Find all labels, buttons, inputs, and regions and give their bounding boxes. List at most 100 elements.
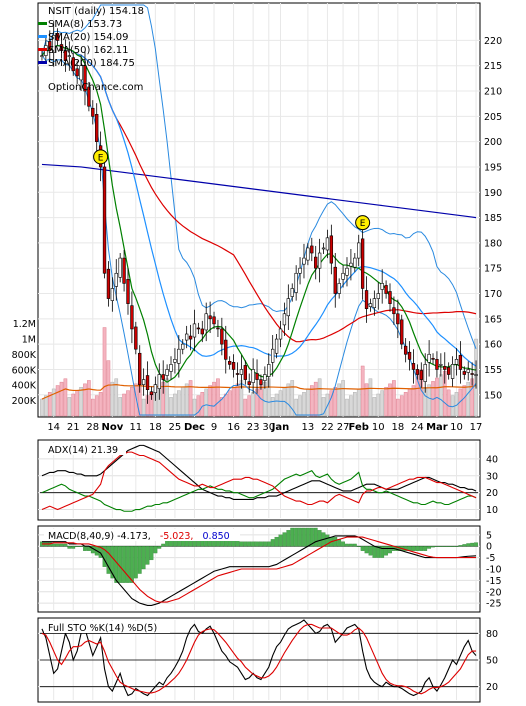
candle (149, 386, 154, 400)
macd-histogram-bar (51, 543, 56, 547)
volume-bar (411, 385, 416, 417)
candle (102, 161, 107, 279)
candle (122, 249, 126, 292)
volume-bar (216, 378, 220, 417)
date-tick-label: 22 (321, 422, 334, 433)
date-tick-label: 10 (372, 422, 385, 433)
macd-histogram-bar (360, 546, 365, 551)
macd-lines (41, 535, 477, 606)
volume-bar (40, 398, 44, 417)
date-tick-label: Mar (426, 422, 448, 433)
candle (173, 348, 177, 374)
panel-tick-label: -20 (486, 587, 502, 598)
volume-bar (247, 395, 252, 417)
volume-bar (372, 397, 377, 417)
volume-bar (196, 395, 201, 417)
volume-bar (200, 392, 205, 417)
macd-histogram-bar (266, 541, 271, 547)
macd-histogram-bar (129, 546, 134, 583)
macd-histogram-bar (137, 546, 142, 574)
stochastic-lines (41, 619, 477, 697)
date-tick-label: Jan (271, 422, 290, 433)
adx-panel: 40 30 20 10 ADX(14) 21.39 (37, 439, 498, 521)
candle (59, 36, 64, 59)
volume-bar (399, 395, 404, 417)
candle (169, 356, 173, 380)
candle (290, 283, 294, 302)
volume-bar (231, 386, 236, 417)
volume-bar (345, 398, 349, 417)
candle (79, 54, 83, 92)
volume-bar (173, 393, 177, 417)
macd-histogram-bar (337, 539, 342, 547)
price-tick-label: 155 (484, 365, 502, 376)
legend-entry: SMA(200) 184.75 (38, 58, 135, 69)
volume-bar (141, 398, 146, 417)
candle (345, 257, 349, 287)
macd-histogram-bar (411, 546, 416, 551)
macd-histogram-bar (388, 546, 392, 554)
volume-bar (360, 365, 365, 417)
volume-bar (286, 383, 291, 417)
sma-20-line (41, 44, 477, 367)
candle (165, 364, 169, 381)
candle (153, 376, 158, 401)
candle (443, 352, 447, 384)
macd-histogram-bar (133, 546, 138, 579)
macd-histogram-bar (380, 546, 385, 558)
candle (423, 353, 427, 393)
stochastic-title: Full STO %K(14) %D(5) (48, 623, 157, 634)
legend: SMA(8) 153.73 SMA(20) 154.09 SMA(50) 162.1… (38, 19, 135, 69)
macd-histogram-bar (446, 546, 451, 547)
macd-title-bg (44, 529, 240, 541)
candle (407, 341, 412, 371)
series-line (41, 451, 477, 511)
macd-histogram-bar (278, 534, 283, 547)
volume-bar (165, 378, 169, 417)
volume-bar (313, 381, 318, 417)
volume-bar (122, 393, 126, 417)
candle (40, 50, 44, 61)
candle (454, 348, 459, 376)
panel-tick-label: 0 (486, 542, 492, 553)
earnings-markers: EE (93, 149, 371, 231)
volume-bar (220, 397, 224, 417)
candle (52, 21, 56, 67)
legend-label: SMA(50) 162.11 (48, 45, 129, 56)
volume-bar (83, 383, 87, 417)
macd-histogram-bar (157, 546, 162, 549)
macd-histogram-bar (317, 530, 322, 547)
candle (63, 39, 68, 72)
volume-bar (259, 385, 263, 417)
macd-histogram-bar (458, 545, 463, 547)
date-tick-label: 27 (337, 422, 350, 433)
candle (181, 339, 185, 355)
candle (239, 355, 244, 389)
legend-label: SMA(20) 154.09 (48, 32, 129, 43)
candle (126, 268, 130, 315)
candle (267, 353, 271, 388)
candle (337, 278, 341, 299)
volume-bar (407, 388, 412, 417)
date-tick-label: 21 (67, 422, 80, 433)
candle (435, 351, 439, 378)
date-tick-label: Feb (349, 422, 369, 433)
macd-histogram-bar (302, 527, 306, 547)
volume-bar (368, 378, 373, 417)
candle (204, 302, 208, 342)
adx-title-bg (44, 443, 126, 455)
legend-swatch (38, 35, 47, 38)
volume-bar (294, 398, 298, 417)
sma-lines (41, 44, 477, 383)
candle (364, 276, 369, 323)
candle (388, 283, 392, 312)
macd-histogram-bar (333, 536, 338, 547)
macd-title-signal: -5.023, (160, 531, 194, 542)
panel-tick-label: -25 (486, 599, 502, 610)
candle (431, 353, 435, 365)
candle (314, 245, 318, 280)
macd-histogram-bar (126, 546, 130, 583)
volume-bar (55, 385, 60, 417)
macd-histogram-bar (106, 546, 111, 574)
macd-histogram-bar (442, 546, 447, 547)
